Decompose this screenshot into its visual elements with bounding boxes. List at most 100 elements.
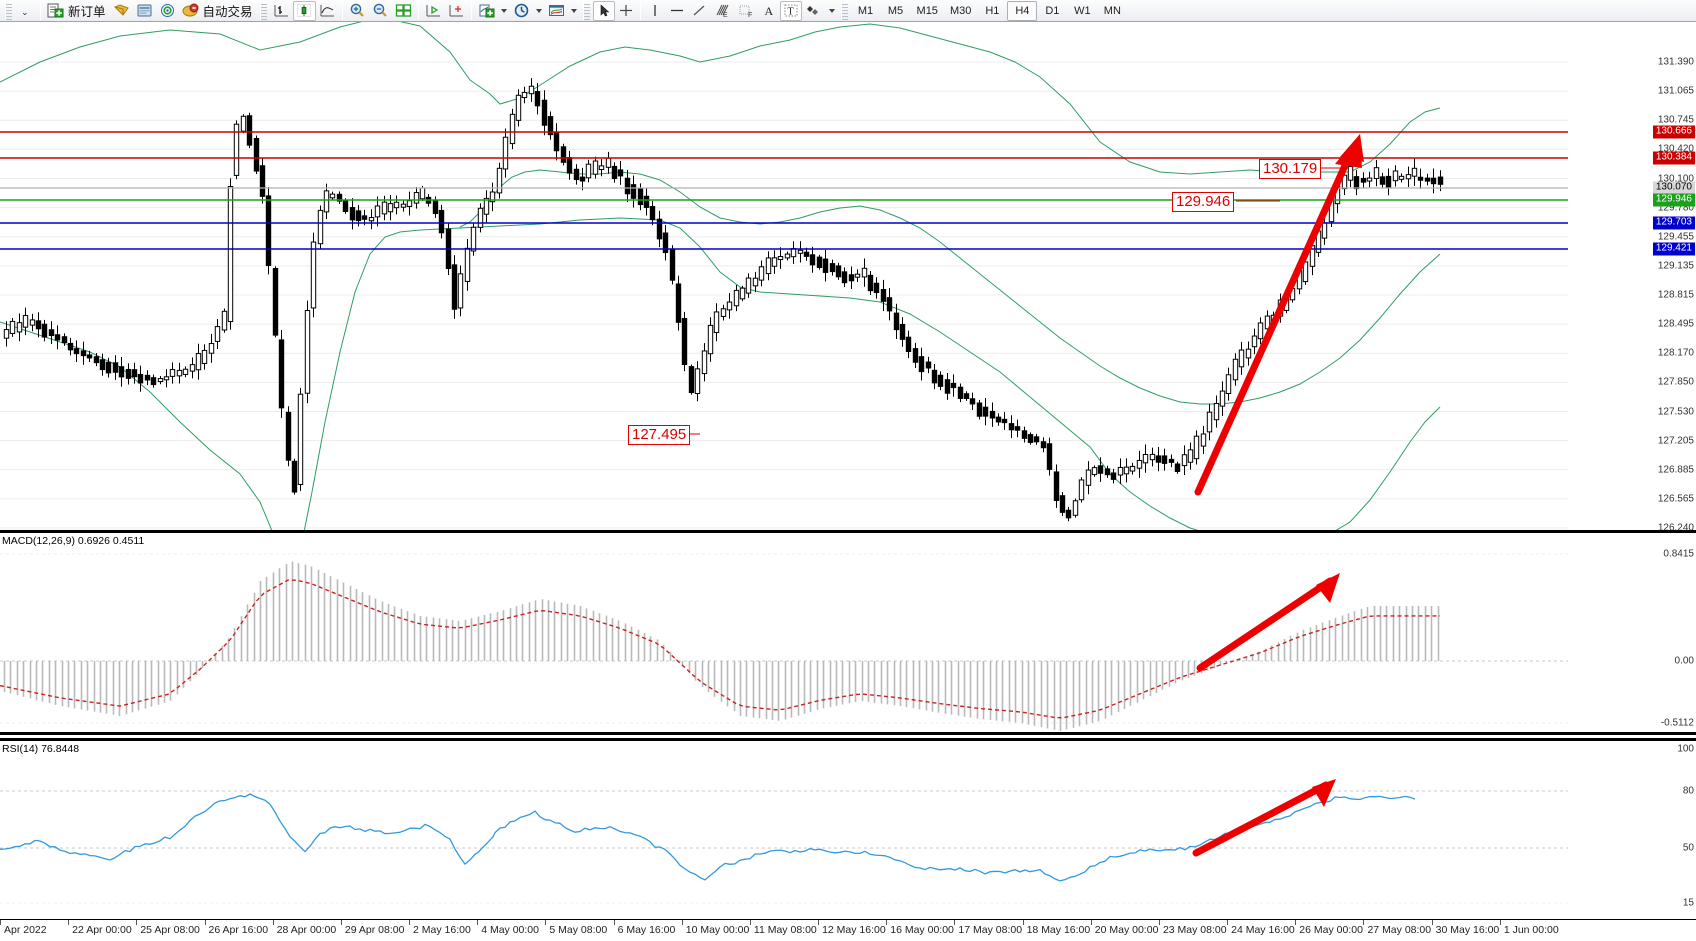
toolbar-grip-2[interactable] [259, 1, 267, 20]
time-tick-3: 26 Apr 16:00 [208, 924, 269, 936]
candle-body [336, 193, 343, 202]
toolbar-separator-5 [639, 1, 641, 20]
rsi-axis[interactable]: 100 80 50 15 [1638, 741, 1696, 919]
macd-title: MACD(12,26,9) 0.6926 0.4511 [2, 535, 145, 547]
periods-dropdown-caret-icon[interactable] [535, 8, 542, 13]
candle-body [1347, 166, 1354, 181]
profile-icon[interactable] [110, 1, 133, 21]
time-tick-6: 2 May 16:00 [413, 924, 471, 936]
candle-body [432, 200, 439, 215]
candle-body [310, 241, 317, 309]
timeframe-m30[interactable]: M30 [949, 4, 972, 17]
standard-toolbar-overflow-icon[interactable]: ⌄ [15, 1, 37, 21]
tile-windows-icon[interactable] [392, 1, 415, 21]
price-ytick-14: 126.885 [1657, 464, 1694, 476]
rsi-pane[interactable]: RSI(14) 76.8448 100 80 50 15 [0, 738, 1696, 919]
data-window-icon[interactable] [133, 1, 156, 21]
periods-icon[interactable] [510, 1, 533, 21]
timeframe-m1[interactable]: M1 [857, 4, 874, 17]
candle-body [701, 350, 708, 375]
toolbar-separator-1 [40, 1, 41, 20]
auto-scroll-icon[interactable] [445, 1, 468, 21]
vertical-line-icon[interactable] [644, 1, 666, 21]
candle-body [317, 209, 324, 245]
time-axis[interactable]: Apr 2022 22 Apr 00:00 25 Apr 08:00 26 Apr 1… [0, 919, 1696, 941]
indicators-icon[interactable] [475, 1, 498, 21]
timeframe-w1[interactable]: W1 [1074, 4, 1091, 17]
candle-body [1072, 500, 1079, 516]
candle-body [681, 318, 688, 366]
macd-pane[interactable]: MACD(12,26,9) 0.6926 0.4511 0.8415 0.00 … [0, 530, 1696, 735]
crosshair-icon[interactable] [615, 1, 637, 21]
time-tickmark-16 [1090, 920, 1092, 925]
candle-body [387, 203, 394, 213]
rsi-ytick-100: 100 [1677, 743, 1694, 755]
navigator-icon[interactable] [156, 1, 179, 21]
rsi-line [0, 793, 1416, 882]
macd-axis[interactable]: 0.8415 0.00 -0.5112 [1638, 533, 1696, 732]
candle-body [1385, 175, 1392, 188]
line-chart-icon[interactable] [316, 1, 339, 21]
time-tickmark-18 [1227, 920, 1229, 925]
candle-body [240, 115, 247, 132]
templates-icon[interactable] [545, 1, 568, 21]
candle-body [1161, 455, 1168, 464]
price-chart-pane[interactable]: 130.179 129.946 127.495 126.354 131.3901… [0, 22, 1696, 554]
candle-body [1091, 467, 1098, 476]
fibo-fan-icon[interactable]: F [734, 1, 758, 21]
toolbar-grip-4[interactable] [840, 1, 848, 20]
toolbar-grip[interactable] [5, 1, 12, 20]
autotrading-icon[interactable] [179, 1, 202, 21]
new-order-label[interactable]: 新订单 [68, 5, 106, 19]
zoom-out-icon[interactable] [369, 1, 392, 21]
candle-body [201, 349, 208, 364]
candle-body [1129, 465, 1136, 472]
trendline-icon[interactable] [688, 1, 710, 21]
timeframe-mn[interactable]: MN [1103, 4, 1121, 17]
candle-body [400, 203, 407, 208]
autotrading-label[interactable]: 自动交易 [202, 5, 253, 19]
candle-body [80, 350, 87, 357]
timeframe-d1[interactable]: D1 [1045, 4, 1060, 17]
candle-body [925, 361, 932, 369]
price-ytick-8: 128.815 [1657, 289, 1694, 301]
candle-body [1001, 418, 1008, 424]
candle-body [1360, 177, 1367, 183]
candle-body [829, 263, 836, 273]
candle-body [694, 368, 701, 394]
candle-body [278, 339, 285, 409]
candle-body [470, 226, 477, 252]
timeframe-h4[interactable]: H4 [1007, 0, 1038, 21]
candle-body [1341, 174, 1348, 190]
chart-shift-icon[interactable] [422, 1, 445, 21]
timeframe-m5[interactable]: M5 [887, 4, 904, 17]
candle-body [144, 374, 151, 381]
cursor-icon[interactable] [592, 0, 615, 21]
candle-body [1398, 175, 1405, 180]
price-axis[interactable]: 131.390 131.065 130.745 130.420 130.100 129.7… [1638, 22, 1696, 534]
zoom-in-icon[interactable] [346, 1, 369, 21]
timeframe-h1[interactable]: H1 [985, 4, 1000, 17]
toolbar-grip-3[interactable] [582, 1, 590, 20]
shapes-dropdown-caret-icon[interactable] [828, 8, 835, 13]
time-tick-9: 6 May 16:00 [617, 924, 676, 936]
candlestick-chart-icon[interactable] [292, 0, 316, 21]
timeframe-m15[interactable]: M15 [916, 4, 938, 17]
candle-body [688, 366, 695, 394]
shapes-icon[interactable] [802, 1, 826, 21]
horizontal-line-icon[interactable] [666, 1, 688, 21]
time-tickmark-8 [545, 920, 547, 925]
text-label-icon[interactable]: T [779, 0, 802, 21]
indicators-dropdown-caret-icon[interactable] [500, 8, 507, 13]
new-order-icon[interactable] [44, 1, 67, 21]
candle-body [233, 123, 240, 176]
templates-dropdown-caret-icon[interactable] [570, 8, 577, 13]
candle-body [265, 195, 272, 266]
bar-chart-icon[interactable] [270, 1, 293, 21]
time-tickmark-20 [1363, 920, 1365, 925]
candle-body [419, 187, 426, 200]
candle-body [777, 256, 784, 261]
fibo-icon[interactable]: E [710, 1, 734, 21]
text-icon[interactable]: A [758, 1, 780, 21]
candle-body [784, 253, 791, 259]
